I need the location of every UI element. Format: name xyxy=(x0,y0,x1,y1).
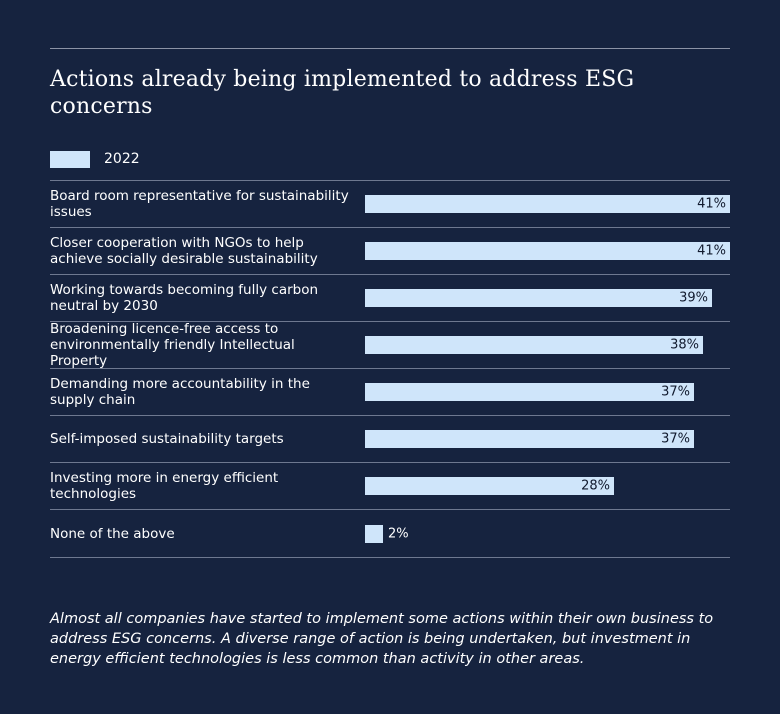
bar-value-label: 28% xyxy=(581,478,610,494)
bar xyxy=(365,524,383,543)
bar-row: Broadening licence-free access to enviro… xyxy=(50,321,730,369)
chart-title: Actions already being implemented to add… xyxy=(50,67,635,119)
bar-value-label: 2% xyxy=(388,526,409,541)
category-label: None of the above xyxy=(50,525,175,542)
bar-value-label: 38% xyxy=(670,337,699,353)
category-label: Self-imposed sustainability targets xyxy=(50,431,284,447)
category-label: Broadening licence-free access to enviro… xyxy=(50,321,295,369)
top-rule xyxy=(50,48,730,49)
bar-row: Demanding more accountability in the sup… xyxy=(50,368,730,415)
bar xyxy=(365,289,712,307)
bar-value-label: 39% xyxy=(679,290,708,306)
category-label: Investing more in energy efficient techn… xyxy=(50,470,279,502)
bar xyxy=(365,242,730,260)
bar xyxy=(365,336,703,354)
bar-row: Board room representative for sustainabi… xyxy=(50,180,730,227)
legend: 2022 xyxy=(50,149,140,169)
bar-value-label: 37% xyxy=(661,384,690,400)
bar xyxy=(365,430,694,448)
legend-swatch xyxy=(50,150,90,168)
category-label: Working towards becoming fully carbon ne… xyxy=(50,282,319,314)
bar-row: Investing more in energy efficient techn… xyxy=(50,462,730,509)
category-label: Demanding more accountability in the sup… xyxy=(50,376,310,408)
bar-value-label: 41% xyxy=(697,243,726,259)
bar xyxy=(365,477,614,495)
bar xyxy=(365,383,694,401)
bar-row: Closer cooperation with NGOs to help ach… xyxy=(50,227,730,274)
category-label: Closer cooperation with NGOs to help ach… xyxy=(50,235,318,267)
category-label: Board room representative for sustainabi… xyxy=(50,188,349,220)
legend-label: 2022 xyxy=(104,151,140,167)
bar-row: Self-imposed sustainability targets 37% xyxy=(50,415,730,462)
bar-row: Working towards becoming fully carbon ne… xyxy=(50,274,730,321)
bar-row: None of the above 2% xyxy=(50,509,730,558)
bar xyxy=(365,195,730,213)
bar-chart: Board room representative for sustainabi… xyxy=(50,180,730,558)
bar-value-label: 37% xyxy=(661,431,690,447)
footnote: Almost all companies have started to imp… xyxy=(50,611,714,667)
bar-value-label: 41% xyxy=(697,196,726,212)
